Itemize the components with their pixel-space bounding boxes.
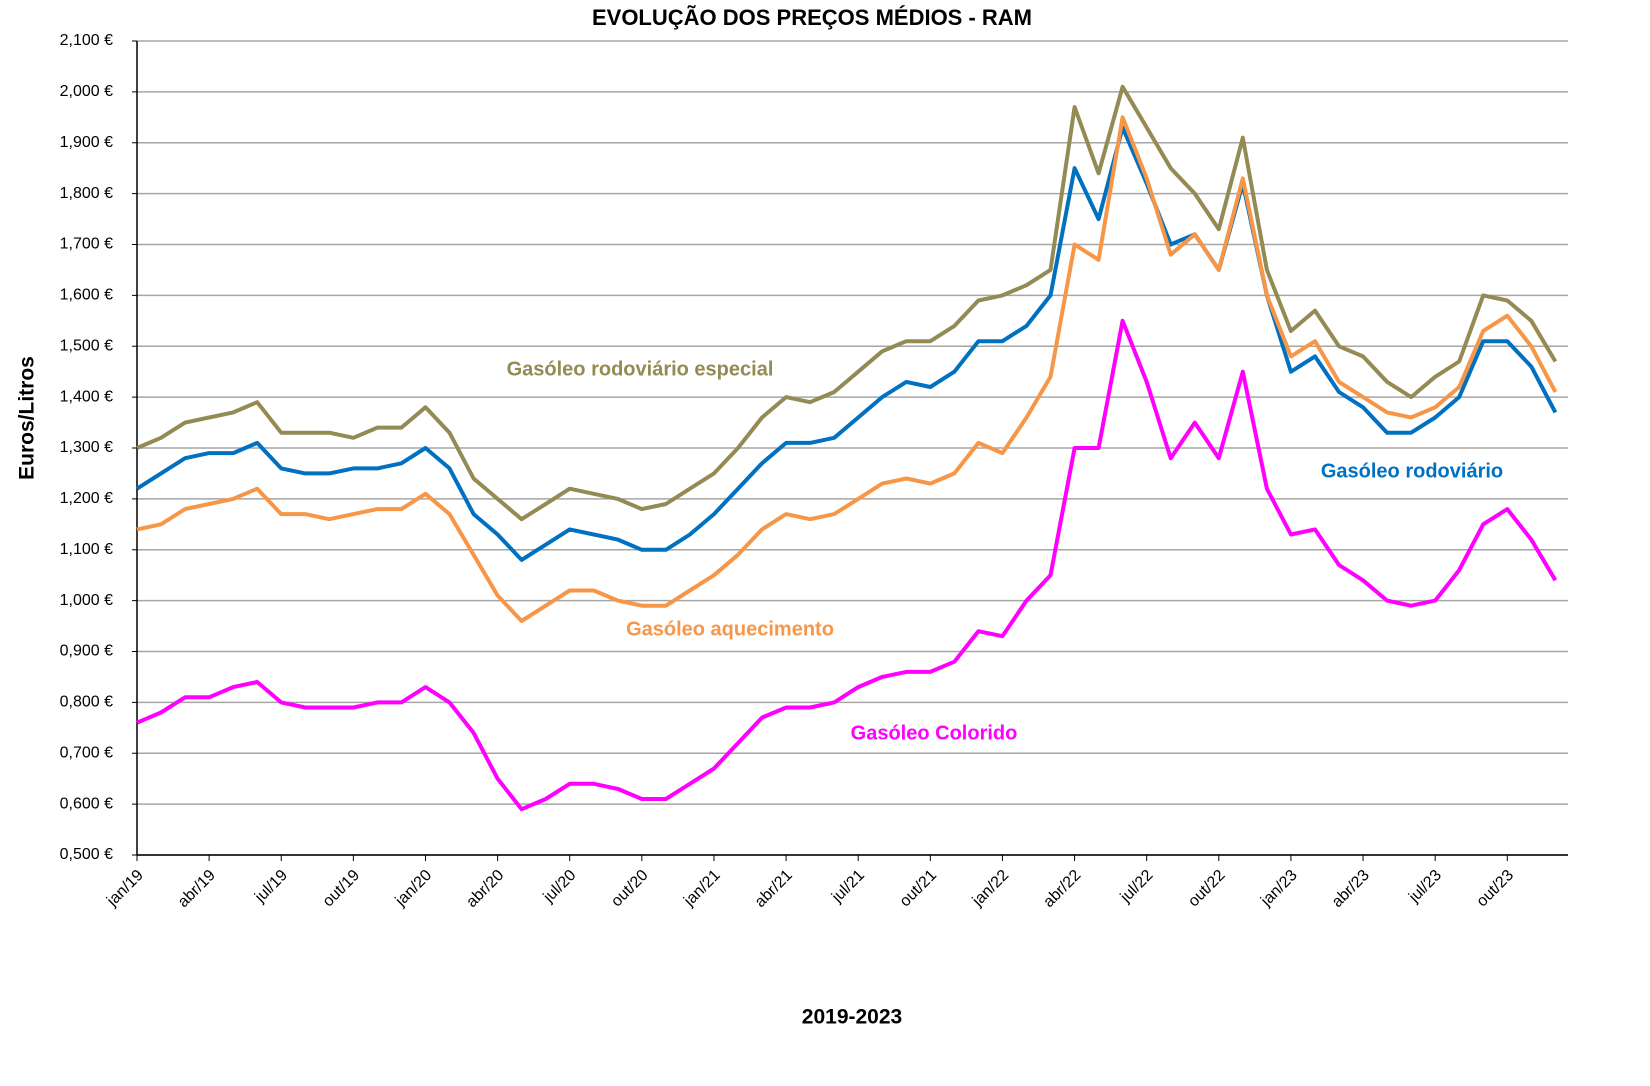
x-tick-label: jul/23 (1405, 867, 1445, 907)
y-tick-label: 1,900 € (60, 134, 113, 151)
x-tick-label: jan/19 (103, 867, 147, 911)
x-tick-label: abr/21 (752, 867, 796, 911)
x-tick-label: jul/22 (1117, 867, 1157, 907)
series-line (135, 125, 1558, 562)
y-tick-label: 1,000 € (60, 592, 113, 609)
y-tick-label: 1,600 € (60, 287, 113, 304)
x-tick-label: out/19 (320, 867, 364, 911)
x-tick-label: jan/23 (1257, 867, 1301, 911)
series-line (136, 318, 1558, 812)
series-line (136, 115, 1558, 623)
y-tick-label: 1,800 € (60, 185, 113, 202)
x-tick-label: jul/19 (251, 867, 291, 907)
x-axis-label: 2019-2023 (802, 1006, 902, 1029)
x-tick-label: abr/22 (1040, 867, 1084, 911)
y-tick-label: 0,600 € (60, 795, 113, 812)
x-tick-label: out/23 (1474, 867, 1518, 911)
x-tick-label: out/21 (897, 867, 941, 911)
x-tick-label: jan/21 (680, 867, 724, 911)
series-label: Gasóleo aquecimento (626, 618, 834, 640)
x-tick-label: jan/22 (969, 867, 1013, 911)
x-tick-label: jul/21 (828, 867, 868, 907)
x-tick-label: abr/23 (1329, 867, 1373, 911)
y-tick-label: 2,000 € (60, 83, 113, 100)
y-tick-label: 1,400 € (60, 388, 113, 405)
y-tick-label: 1,100 € (60, 541, 113, 558)
y-tick-label: 0,500 € (60, 846, 113, 863)
x-tick-label: out/22 (1185, 867, 1229, 911)
chart-title: EVOLUÇÃO DOS PREÇOS MÉDIOS - RAM (592, 5, 1032, 30)
y-axis-label: Euros/Litros (16, 356, 39, 480)
x-tick-label: out/20 (608, 867, 652, 911)
x-tick-label: jul/20 (540, 867, 580, 907)
y-tick-label: 1,500 € (60, 337, 113, 354)
series-label: Gasóleo Colorido (851, 722, 1018, 744)
series-label: Gasóleo rodoviário especial (507, 358, 774, 380)
x-tick-label: abr/19 (175, 867, 219, 911)
y-tick-label: 2,100 € (60, 32, 113, 49)
x-tick-label: abr/20 (463, 867, 507, 911)
y-tick-label: 0,800 € (60, 694, 113, 711)
y-tick-label: 1,700 € (60, 236, 113, 253)
series-label: Gasóleo rodoviário (1321, 460, 1503, 482)
y-tick-label: 1,200 € (60, 490, 113, 507)
series-line (136, 84, 1558, 522)
x-tick-label: jan/20 (392, 867, 436, 911)
y-tick-label: 0,900 € (60, 643, 113, 660)
y-tick-label: 0,700 € (60, 744, 113, 761)
y-tick-label: 1,300 € (60, 439, 113, 456)
